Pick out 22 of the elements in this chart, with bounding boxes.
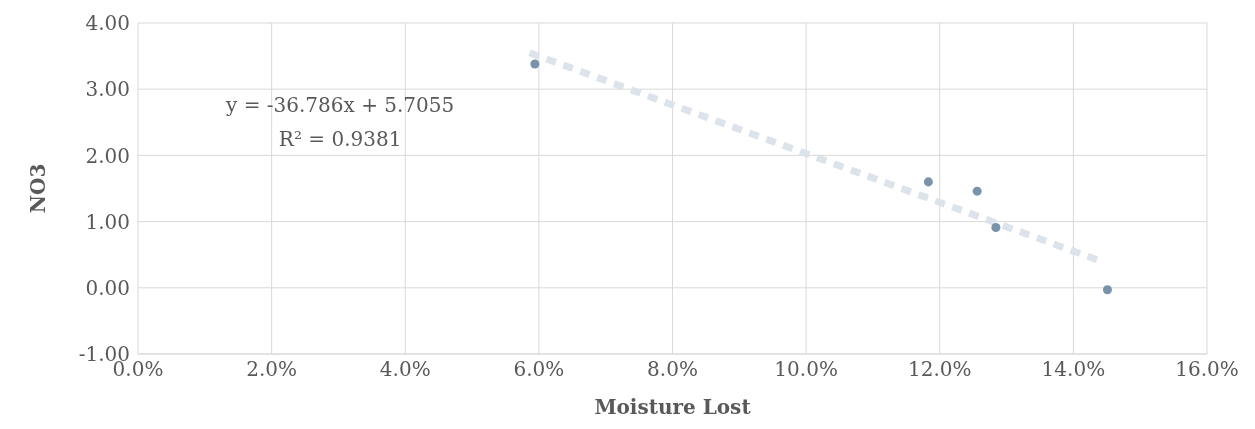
y-tick-label: 2.00 (85, 143, 130, 168)
annotation: R² = 0.9381 (277, 126, 403, 153)
y-tick-label: 1.00 (85, 209, 130, 234)
point (972, 186, 982, 196)
x-tick-label: 16.0% (1175, 357, 1239, 382)
x-tick-label: 12.0% (907, 357, 972, 382)
point (991, 223, 1001, 233)
point (530, 59, 540, 69)
x-tick-label: 2.0% (246, 357, 298, 382)
x-tick-label: 8.0% (647, 357, 698, 382)
x-tick-label: 4.0% (379, 357, 431, 382)
x-tick-label: 10.0% (774, 357, 838, 382)
x-axis-title: Moisture Lost (594, 395, 752, 419)
x-tick-label: 14.0% (1041, 357, 1106, 382)
y-tick-label: 3.00 (85, 77, 130, 102)
annotation: y = -36.786x + 5.7055 (226, 92, 455, 119)
y-tick-label: 4.00 (85, 11, 130, 36)
x-tick-label: 6.0% (513, 357, 565, 382)
point (1102, 285, 1112, 295)
y-tick-label: 0.00 (85, 275, 130, 300)
y-axis-title: NO3 (26, 163, 51, 214)
point (923, 177, 933, 187)
